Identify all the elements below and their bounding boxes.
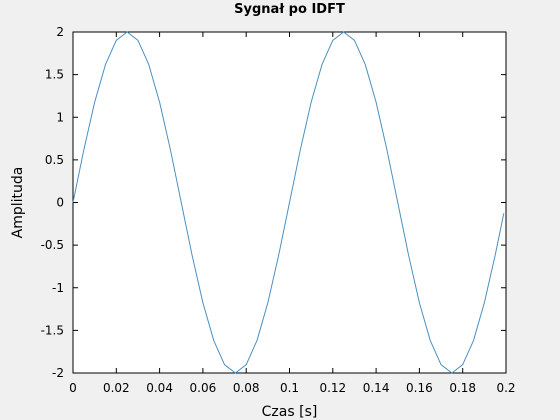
x-tick-label: 0.18	[449, 381, 476, 395]
y-axis-label: Amplituda	[10, 167, 26, 239]
y-tick-label: 0	[56, 196, 64, 210]
y-axis: -2 -1.5 -1 -0.5 0 0.5 1 1.5 2	[41, 25, 506, 380]
x-tick-label: 0.14	[363, 381, 390, 395]
x-tick-label: 0.08	[233, 381, 260, 395]
x-tick-label: 0	[69, 381, 77, 395]
x-tick-label: 0.2	[496, 381, 515, 395]
y-tick-label: -2	[52, 366, 64, 380]
x-tick-label: 0.12	[319, 381, 346, 395]
x-tick-label: 0.1	[280, 381, 299, 395]
y-tick-label: 2	[56, 25, 64, 39]
y-tick-label: 1	[56, 110, 64, 124]
y-tick-label: 0.5	[45, 153, 64, 167]
x-axis-label: Czas [s]	[262, 404, 318, 420]
series-line	[72, 31, 505, 374]
x-tick-label: 0.06	[190, 381, 217, 395]
x-tick-label: 0.16	[406, 381, 433, 395]
x-tick-label: 0.04	[146, 381, 173, 395]
y-tick-label: -1	[52, 281, 64, 295]
x-axis: 0 0.02 0.04 0.06 0.08 0.1 0.12 0.14 0.16 0.18 0.2	[69, 32, 516, 395]
y-tick-label: -0.5	[41, 238, 64, 252]
y-tick-label: -1.5	[41, 323, 64, 337]
y-tick-label: 1.5	[45, 68, 64, 82]
chart-title: Sygnał po IDFT	[234, 2, 345, 17]
x-tick-label: 0.02	[103, 381, 130, 395]
